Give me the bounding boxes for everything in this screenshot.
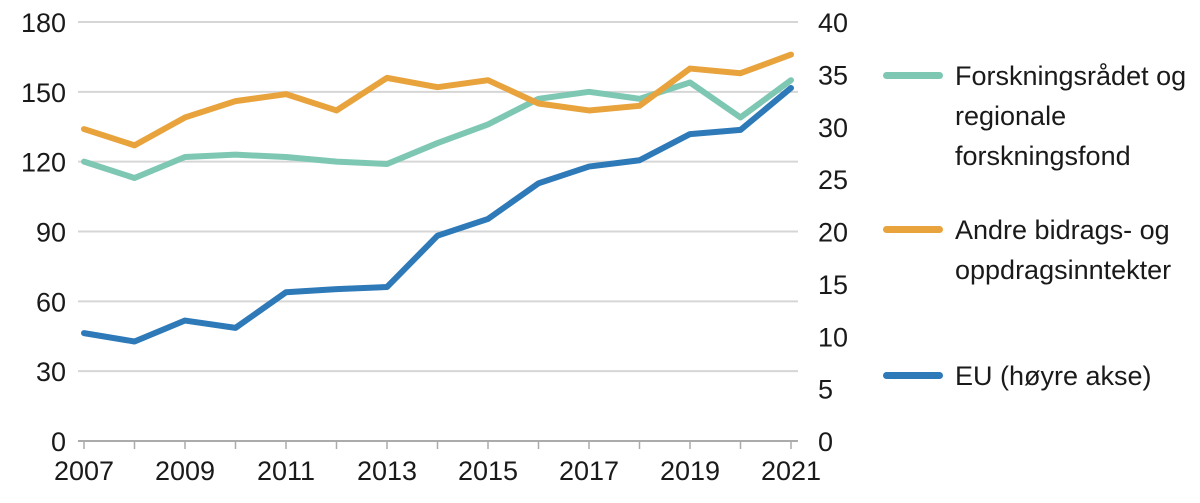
right-axis-tick-label: 30 [818, 113, 848, 143]
legend-swatch-andre-bidrag [883, 226, 943, 233]
left-axis-tick-label: 30 [36, 357, 66, 387]
left-axis-tick-label: 60 [36, 287, 66, 317]
legend-label-eu: EU (høyre akse) [955, 361, 1152, 391]
right-axis-tick-label: 40 [818, 8, 848, 38]
right-axis-tick-label: 35 [818, 60, 848, 90]
legend-swatch-forskningsradet [883, 72, 943, 79]
x-axis-tick-label: 2019 [660, 456, 720, 486]
right-axis-tick-label: 20 [818, 218, 848, 248]
left-axis-tick-label: 150 [21, 78, 66, 108]
x-axis-tick-label: 2011 [257, 456, 315, 486]
legend-swatch-eu [883, 372, 943, 379]
series-line-eu [81, 84, 794, 345]
left-axis-tick-label: 180 [21, 8, 66, 38]
legend: Forskningsrådet og regionale forskningsf… [883, 0, 1193, 503]
x-axis-tick-label: 2013 [357, 456, 417, 486]
series-line-andre-bidrag [81, 51, 794, 149]
right-axis-tick-label: 0 [818, 427, 833, 457]
right-axis-tick-label: 25 [818, 165, 848, 195]
left-axis-tick-label: 90 [36, 218, 66, 248]
x-axis-tick-label: 2015 [458, 456, 518, 486]
left-axis-tick-label: 0 [51, 427, 66, 457]
right-axis-tick-label: 5 [818, 375, 833, 405]
series-line-forskningsradet [81, 77, 794, 181]
legend-label-andre-bidrag: Andre bidrags- og oppdragsinntekter [955, 215, 1172, 285]
right-axis-tick-label: 15 [818, 270, 848, 300]
legend-item-andre-bidrag: Andre bidrags- og oppdragsinntekter [883, 210, 1200, 290]
x-axis-tick-label: 2007 [54, 456, 114, 486]
x-axis-tick-label: 2017 [559, 456, 619, 486]
legend-label-forskningsradet: Forskningsrådet og regionale forskningsf… [955, 61, 1187, 171]
left-axis-tick-label: 120 [21, 148, 66, 178]
legend-item-eu: EU (høyre akse) [883, 356, 1200, 396]
legend-item-forskningsradet: Forskningsrådet og regionale forskningsf… [883, 56, 1200, 176]
x-axis-tick-label: 2021 [761, 456, 821, 486]
x-axis-tick-label: 2009 [155, 456, 215, 486]
right-axis-tick-label: 10 [818, 322, 848, 352]
